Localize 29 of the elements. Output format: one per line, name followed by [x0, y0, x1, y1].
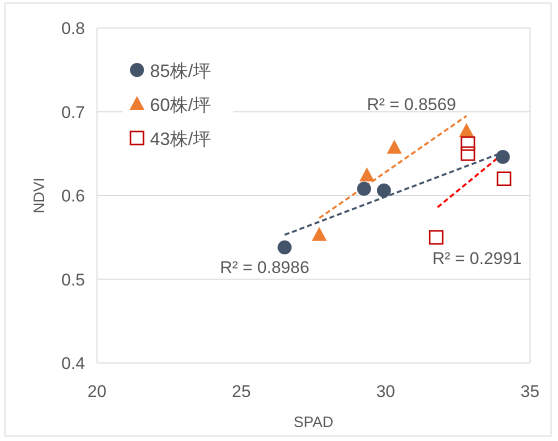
- legend-label: 60株/坪: [150, 95, 212, 115]
- point: [278, 240, 292, 254]
- point: [357, 182, 372, 196]
- point: [458, 123, 474, 138]
- point: [376, 183, 391, 198]
- point: [496, 150, 510, 164]
- y-axis-title: NDVI: [31, 178, 48, 214]
- annotation: R² = 0.8569: [366, 94, 456, 114]
- annotation: R² = 0.8986: [220, 258, 310, 277]
- point: [428, 230, 444, 245]
- point: [460, 136, 476, 151]
- x-tick-label: 35: [520, 382, 540, 401]
- point: [359, 167, 374, 182]
- x-tick-label: 20: [88, 382, 106, 401]
- x-axis-title: SPAD: [294, 414, 334, 431]
- point: [460, 146, 476, 161]
- legend-label: 43株/坪: [150, 129, 212, 149]
- y-tick-label: 0.7: [61, 102, 85, 122]
- x-tick-label: 25: [232, 382, 251, 401]
- y-tick-label: 0.4: [61, 354, 85, 373]
- y-tick-label: 0.8: [61, 19, 85, 38]
- point: [386, 140, 402, 154]
- annotation: R² = 0.2991: [432, 248, 522, 268]
- y-tick-label: 0.6: [61, 186, 85, 206]
- point: [496, 172, 512, 186]
- point: [312, 226, 327, 241]
- y-tick-label: 0.5: [61, 270, 85, 290]
- legend-label: 85株/坪: [150, 61, 212, 81]
- x-tick-label: 30: [376, 382, 396, 401]
